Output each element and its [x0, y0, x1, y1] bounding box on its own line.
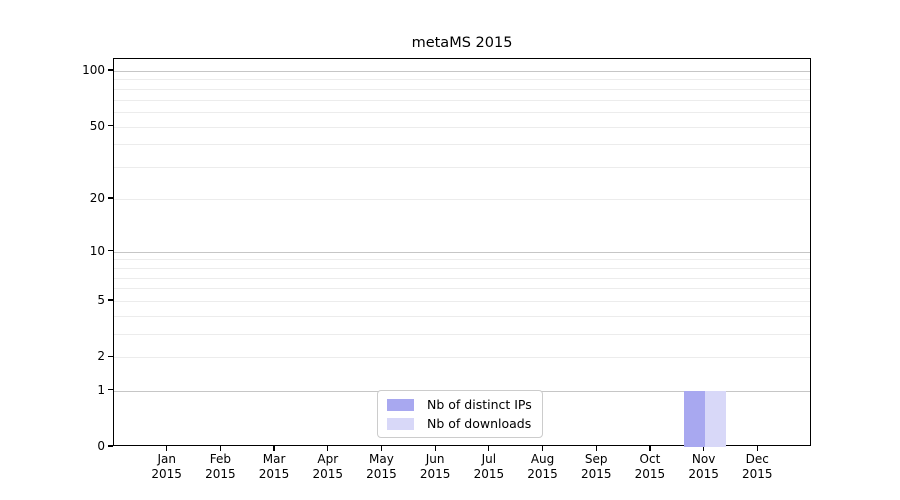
- gridline-minor: [114, 357, 810, 359]
- legend-swatch-downloads: [387, 417, 414, 430]
- x-tick-mark: [703, 446, 705, 451]
- x-tick-year: 2015: [312, 467, 344, 481]
- gridline-minor: [114, 267, 810, 269]
- x-tick-label: Nov 2015: [672, 452, 736, 482]
- legend-swatch-distinct-ips: [387, 398, 414, 411]
- x-tick-mark: [756, 446, 758, 451]
- x-tick-year: 2015: [258, 467, 290, 481]
- legend-item-distinct-ips: Nb of distinct IPs: [387, 397, 532, 412]
- y-tick-mark: [108, 388, 113, 391]
- bar-downloads: [704, 390, 726, 447]
- gridline-minor: [114, 144, 810, 146]
- gridline-minor: [114, 167, 810, 169]
- y-tick-mark: [108, 250, 113, 252]
- x-tick-year: 2015: [473, 467, 505, 481]
- x-tick-year: 2015: [527, 467, 558, 481]
- gridline-minor: [114, 126, 810, 128]
- y-tick-label: 20: [89, 190, 105, 205]
- x-tick-label: Apr 2015: [296, 452, 360, 482]
- gridline-minor: [114, 288, 810, 290]
- y-tick-label: 10: [89, 243, 105, 258]
- x-tick-mark: [219, 446, 221, 451]
- x-tick-mark: [488, 446, 490, 451]
- y-tick-mark: [108, 445, 113, 447]
- gridline-minor: [114, 79, 810, 81]
- x-tick-mark: [166, 446, 168, 451]
- x-tick-label: Jul 2015: [457, 452, 521, 482]
- y-tick-label: 0: [97, 439, 105, 453]
- chart-title: metaMS 2015: [411, 35, 513, 51]
- x-tick-mark: [595, 446, 597, 451]
- x-tick-mark: [541, 446, 544, 451]
- y-tick-mark: [108, 125, 113, 127]
- y-tick-label: 2: [97, 349, 105, 364]
- x-tick-label: Mar 2015: [242, 452, 306, 482]
- gridline-minor: [114, 112, 810, 114]
- y-tick-label: 5: [97, 293, 105, 308]
- gridline-minor: [114, 198, 810, 200]
- gridline-minor: [114, 88, 810, 90]
- plot-area: [113, 58, 811, 447]
- legend-item-downloads: Nb of downloads: [387, 416, 532, 431]
- x-tick-mark: [649, 446, 651, 451]
- y-tick-label: 1: [97, 382, 105, 397]
- gridline-minor: [114, 277, 810, 279]
- x-tick-year: 2015: [151, 467, 182, 481]
- gridline-minor: [114, 259, 810, 261]
- x-tick-year: 2015: [688, 467, 719, 481]
- gridline-minor: [114, 99, 810, 101]
- legend-label-downloads: Nb of downloads: [427, 416, 532, 431]
- y-tick-mark: [108, 355, 113, 358]
- x-tick-year: 2015: [366, 467, 397, 481]
- x-tick-mark: [380, 446, 383, 451]
- gridline-minor: [114, 315, 810, 317]
- y-tick-mark: [108, 299, 113, 301]
- x-tick-year: 2015: [742, 467, 773, 481]
- x-tick-mark: [327, 446, 329, 451]
- x-tick-year: 2015: [634, 467, 666, 481]
- x-tick-label: Jan 2015: [135, 452, 199, 482]
- x-tick-year: 2015: [580, 467, 612, 481]
- y-tick-mark: [108, 69, 113, 71]
- x-tick-mark: [434, 446, 436, 451]
- x-tick-year: 2015: [419, 467, 451, 481]
- gridline-minor: [114, 334, 810, 336]
- x-tick-year: 2015: [205, 467, 236, 481]
- y-tick-mark: [108, 197, 113, 199]
- legend-label-distinct-ips: Nb of distinct IPs: [427, 397, 532, 412]
- gridline-minor: [114, 301, 810, 303]
- x-tick-label: Oct 2015: [618, 452, 682, 482]
- x-tick-label: Sep 2015: [564, 452, 628, 482]
- gridline-major: [114, 251, 810, 253]
- x-tick-label: Aug 2015: [511, 452, 575, 482]
- x-tick-mark: [273, 446, 275, 451]
- legend: Nb of distinct IPs Nb of downloads: [377, 390, 543, 438]
- gridline-major: [114, 70, 810, 72]
- y-tick-label: 50: [89, 118, 105, 133]
- bar-distinct-ips: [683, 390, 705, 447]
- x-tick-label: May 2015: [349, 452, 413, 482]
- x-tick-label: Dec 2015: [725, 452, 789, 482]
- x-tick-label: Feb 2015: [188, 452, 252, 482]
- x-tick-label: Jun 2015: [403, 452, 467, 482]
- y-tick-label: 100: [82, 62, 105, 77]
